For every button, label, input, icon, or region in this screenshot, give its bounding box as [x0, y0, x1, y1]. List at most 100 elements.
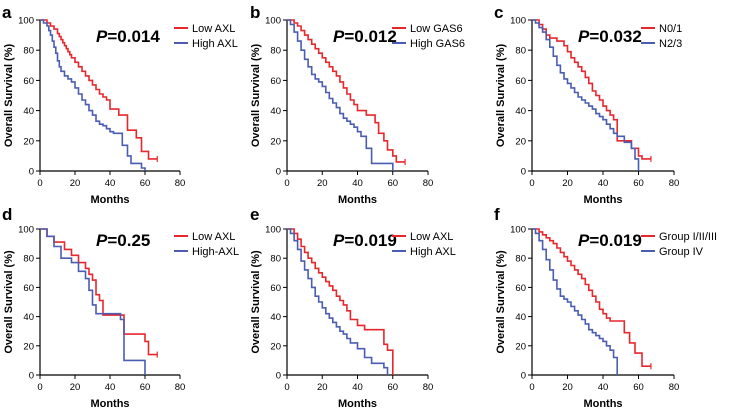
y-axis-title: Overall Survival (%): [250, 44, 262, 148]
survival-curve-low-gas6: [287, 19, 406, 163]
x-tick-label: 0: [284, 178, 289, 189]
x-tick-label: 0: [37, 178, 42, 189]
panel-letter-c: c: [494, 3, 503, 22]
y-tick-label: 0: [276, 371, 281, 382]
survival-curve-low-axl: [40, 19, 158, 160]
legend-label: High AXL: [192, 38, 238, 50]
y-tick-label: 40: [23, 106, 34, 117]
y-tick-label: 60: [515, 283, 526, 294]
y-tick-label: 0: [521, 371, 526, 382]
y-tick-label: 20: [270, 341, 281, 352]
y-tick-label: 80: [515, 254, 526, 265]
y-tick-label: 20: [23, 136, 34, 147]
y-tick-label: 80: [270, 254, 281, 265]
survival-curve-high-axl: [40, 228, 146, 375]
x-tick-label: 60: [140, 178, 151, 189]
y-tick-label: 80: [23, 254, 34, 265]
x-tick-label: 20: [70, 382, 81, 393]
panel-letter-d: d: [2, 205, 12, 224]
survival-curve-n2-3: [532, 19, 640, 171]
x-axis-title: Months: [338, 398, 377, 409]
x-axis-title: Months: [338, 194, 377, 206]
panel-e: e 0 20 40 60 80 100 0 20 40 60 80 Months Overall Surv…: [250, 205, 456, 409]
x-tick-label: 40: [598, 178, 609, 189]
y-tick-label: 60: [270, 76, 281, 87]
y-axis-title: Overall Survival (%): [3, 250, 15, 354]
y-axis-title: Overall Survival (%): [495, 250, 507, 354]
x-tick-label: 20: [70, 178, 81, 189]
x-tick-label: 80: [669, 178, 680, 189]
legend-label: High GAS6: [410, 38, 465, 50]
y-axis-title: Overall Survival (%): [495, 44, 507, 148]
p-value-number: =0.25: [107, 231, 150, 250]
x-tick-label: 40: [352, 382, 363, 393]
y-tick-label: 100: [265, 16, 281, 27]
x-tick-label: 60: [387, 382, 398, 393]
y-tick-label: 80: [515, 46, 526, 57]
y-tick-label: 40: [23, 312, 34, 323]
y-tick-label: 100: [510, 225, 526, 236]
x-tick-label: 60: [633, 178, 644, 189]
panel-d: d 0 20 40 60 80 100 0 20 40 60 80 Months Overall Surv…: [2, 205, 239, 409]
panel-a: a 0 20 40 60 80 100 0 20 40 60 80 Months Overall Surv…: [2, 3, 238, 206]
survival-curve-high-gas6: [287, 19, 394, 171]
x-tick-label: 40: [352, 178, 363, 189]
survival-curve-group-iv: [532, 228, 618, 375]
x-axis-title: Months: [90, 398, 129, 409]
x-axis-title: Months: [583, 194, 622, 206]
survival-curve-low-axl: [287, 228, 394, 375]
x-tick-label: 0: [284, 382, 289, 393]
y-tick-label: 80: [270, 46, 281, 57]
panel-b: b 0 20 40 60 80 100 0 20 40 60 80 Months Overall Surv…: [250, 3, 465, 206]
y-axis-title: Overall Survival (%): [3, 44, 15, 148]
y-tick-label: 20: [515, 341, 526, 352]
p-value-number: =0.032: [589, 27, 641, 46]
p-value-label: P=0.019: [578, 231, 642, 250]
x-tick-label: 0: [529, 178, 534, 189]
p-value-number: =0.019: [589, 231, 641, 250]
y-tick-label: 100: [18, 225, 34, 236]
panel-letter-a: a: [2, 3, 12, 22]
legend-label: Group IV: [659, 246, 704, 258]
panel-letter-b: b: [250, 3, 260, 22]
x-tick-label: 0: [37, 382, 42, 393]
x-tick-label: 80: [175, 178, 186, 189]
y-tick-label: 80: [23, 46, 34, 57]
legend-label: High-AXL: [192, 246, 239, 258]
x-tick-label: 60: [140, 382, 151, 393]
y-tick-label: 40: [515, 312, 526, 323]
y-tick-label: 60: [23, 283, 34, 294]
p-value-number: =0.014: [107, 27, 160, 46]
p-symbol: P: [578, 27, 590, 46]
p-symbol: P: [333, 231, 345, 250]
y-tick-label: 20: [515, 136, 526, 147]
y-tick-label: 40: [270, 106, 281, 117]
p-value-label: P=0.012: [333, 27, 397, 46]
x-tick-label: 0: [529, 382, 534, 393]
legend-label: Low AXL: [410, 231, 453, 243]
p-value-label: P=0.014: [96, 27, 160, 46]
x-tick-label: 60: [387, 178, 398, 189]
p-symbol: P: [333, 27, 345, 46]
x-tick-label: 20: [317, 178, 328, 189]
y-tick-label: 40: [270, 312, 281, 323]
y-tick-label: 60: [515, 76, 526, 87]
p-symbol: P: [96, 27, 108, 46]
x-tick-label: 80: [423, 178, 434, 189]
survival-curve-group-i-ii-iii: [532, 228, 651, 367]
p-value-label: P=0.019: [333, 231, 397, 250]
x-tick-label: 80: [669, 382, 680, 393]
y-tick-label: 20: [23, 341, 34, 352]
legend-label: High AXL: [410, 246, 456, 258]
legend-label: N2/3: [659, 38, 682, 50]
p-value-label: P=0.25: [96, 231, 150, 250]
x-tick-label: 60: [633, 382, 644, 393]
legend-label: Low GAS6: [410, 23, 463, 35]
p-value-number: =0.019: [344, 231, 396, 250]
x-tick-label: 20: [562, 382, 573, 393]
survival-curve-high-axl: [40, 19, 146, 171]
legend-label: Low AXL: [192, 231, 235, 243]
legend-label: Low AXL: [192, 23, 235, 35]
y-tick-label: 40: [515, 106, 526, 117]
